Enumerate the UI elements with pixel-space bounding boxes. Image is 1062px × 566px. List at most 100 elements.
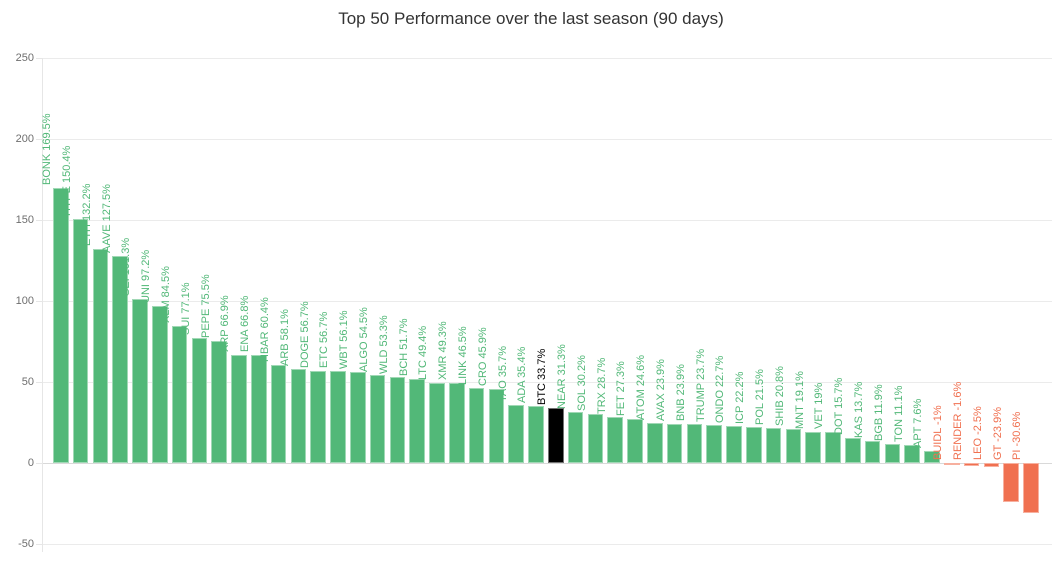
bar-label-MNT: MNT 19.1% bbox=[793, 371, 806, 430]
bar-label-XRP: XRP 66.9% bbox=[219, 294, 232, 352]
bar-TAO[interactable] bbox=[508, 405, 524, 463]
bar-TRX[interactable] bbox=[607, 416, 623, 463]
bar-label-POL: POL 21.5% bbox=[754, 369, 767, 426]
bar-LTC[interactable] bbox=[429, 382, 445, 463]
bar-label-RENDER: RENDER -1.6% bbox=[952, 381, 965, 460]
bar-label-DOGE: DOGE 56.7% bbox=[298, 301, 311, 369]
bar-AVAX[interactable] bbox=[666, 424, 683, 463]
bar-WLD[interactable] bbox=[389, 376, 406, 463]
bar-label-SHIB: SHIB 20.8% bbox=[773, 366, 786, 427]
bar-ENA[interactable] bbox=[251, 354, 267, 463]
y-axis-tick bbox=[36, 462, 42, 464]
y-axis-tick-label: 200 bbox=[15, 132, 34, 145]
bar-label-ALGO: ALGO 54.5% bbox=[358, 306, 371, 372]
bar-label-TRUMP: TRUMP 23.7% bbox=[694, 348, 707, 422]
bar-label-WBT: WBT 56.1% bbox=[338, 310, 351, 370]
bar-SEI[interactable] bbox=[132, 298, 148, 463]
bar-label-TRX: TRX 28.7% bbox=[595, 357, 608, 414]
bar-label-XLM: XLM 84.5% bbox=[160, 266, 173, 324]
bar-ATOM[interactable] bbox=[647, 423, 663, 463]
bar-label-AAVE: AAVE 127.5% bbox=[100, 184, 113, 254]
bar-GT[interactable] bbox=[1003, 463, 1019, 502]
bar-SOL[interactable] bbox=[587, 414, 604, 463]
bar-label-BUIDL: BUIDL -1% bbox=[932, 405, 945, 460]
bar-label-BCH: BCH 51.7% bbox=[397, 318, 410, 377]
bar-label-ICP: ICP 22.2% bbox=[734, 371, 747, 425]
bar-BONK[interactable] bbox=[53, 188, 69, 463]
y-axis-tick bbox=[36, 219, 42, 221]
bar-XLM[interactable] bbox=[171, 326, 188, 463]
bar-label-BTC: BTC 33.7% bbox=[536, 349, 549, 406]
y-axis-tick-label: 0 bbox=[27, 456, 34, 469]
gridline bbox=[42, 300, 1052, 302]
bar-NEAR[interactable] bbox=[567, 412, 584, 463]
bar-label-CRO: CRO 45.9% bbox=[476, 326, 489, 386]
bar-label-BNB: BNB 23.9% bbox=[674, 364, 687, 422]
bar-RENDER[interactable] bbox=[963, 463, 980, 466]
bar-BTC[interactable] bbox=[548, 408, 564, 463]
bar-label-BONK: BONK 169.5% bbox=[41, 113, 54, 186]
bar-KAS[interactable] bbox=[864, 440, 881, 463]
bar-SHIB[interactable] bbox=[785, 429, 802, 463]
y-axis-tick-label: 250 bbox=[15, 51, 34, 64]
bar-PEPE[interactable] bbox=[211, 340, 227, 463]
bar-VET[interactable] bbox=[825, 432, 841, 463]
bar-DOT[interactable] bbox=[845, 437, 861, 463]
bar-AAVE[interactable] bbox=[112, 256, 128, 463]
bar-UNI[interactable] bbox=[152, 305, 168, 463]
bar-label-HYPE: HYPE 150.4% bbox=[61, 146, 74, 217]
bar-BCH[interactable] bbox=[409, 379, 425, 463]
y-axis-tick-label: -50 bbox=[18, 537, 34, 550]
gridline bbox=[42, 219, 1052, 221]
bar-label-FET: FET 27.3% bbox=[615, 360, 628, 416]
bar-APT[interactable] bbox=[924, 450, 940, 463]
bar-ONDO[interactable] bbox=[726, 426, 742, 463]
bar-HBAR[interactable] bbox=[270, 365, 287, 463]
bar-label-UNI: UNI 97.2% bbox=[140, 249, 153, 303]
bar-FET[interactable] bbox=[627, 418, 643, 463]
bar-ETH[interactable] bbox=[92, 248, 109, 463]
bar-BGB[interactable] bbox=[884, 443, 901, 463]
bar-MNT[interactable] bbox=[805, 432, 821, 463]
bar-XMR[interactable] bbox=[449, 383, 465, 463]
bar-BNB[interactable] bbox=[686, 424, 703, 463]
bar-PI[interactable] bbox=[1023, 463, 1039, 513]
bar-label-NEAR: NEAR 31.3% bbox=[556, 344, 569, 410]
chart-title: Top 50 Performance over the last season … bbox=[338, 9, 724, 28]
bar-LINK[interactable] bbox=[468, 387, 485, 463]
bar-label-APT: APT 7.6% bbox=[912, 398, 925, 448]
bar-label-ARB: ARB 58.1% bbox=[278, 309, 291, 366]
y-axis-tick-label: 150 bbox=[15, 213, 34, 226]
gridline bbox=[42, 57, 1052, 59]
bar-BUIDL[interactable] bbox=[944, 463, 960, 465]
bar-label-KAS: KAS 13.7% bbox=[853, 381, 866, 438]
bar-label-ENA: ENA 66.8% bbox=[239, 295, 252, 352]
bar-CRO[interactable] bbox=[488, 388, 505, 463]
bar-label-WLD: WLD 53.3% bbox=[377, 314, 390, 374]
bar-POL[interactable] bbox=[765, 428, 782, 463]
bar-ALGO[interactable] bbox=[369, 374, 386, 463]
bar-label-ATOM: ATOM 24.6% bbox=[635, 355, 648, 421]
gridline bbox=[42, 138, 1052, 140]
bar-ARB[interactable] bbox=[290, 368, 307, 463]
bar-WBT[interactable] bbox=[350, 372, 366, 463]
bar-HYPE[interactable] bbox=[72, 219, 89, 463]
gridline bbox=[42, 381, 1052, 383]
bar-ETC[interactable] bbox=[330, 371, 346, 463]
bar-label-VET: VET 19% bbox=[813, 382, 826, 430]
bar-label-SOL: SOL 30.2% bbox=[575, 355, 588, 412]
y-axis-tick bbox=[36, 381, 42, 383]
bar-LEO[interactable] bbox=[983, 463, 1000, 468]
bar-TRUMP[interactable] bbox=[706, 424, 722, 463]
bar-XRP[interactable] bbox=[231, 354, 247, 463]
y-axis-line bbox=[42, 58, 43, 552]
bar-TON[interactable] bbox=[904, 445, 920, 463]
bar-ADA[interactable] bbox=[528, 405, 544, 463]
bar-SUI[interactable] bbox=[191, 338, 208, 463]
zero-gridline bbox=[42, 462, 1052, 464]
bar-label-BGB: BGB 11.9% bbox=[872, 384, 885, 441]
bar-label-SUI: SUI 77.1% bbox=[179, 282, 192, 336]
bar-ICP[interactable] bbox=[746, 427, 762, 463]
bar-label-TAO: TAO 35.7% bbox=[496, 346, 509, 403]
bar-DOGE[interactable] bbox=[310, 371, 326, 463]
